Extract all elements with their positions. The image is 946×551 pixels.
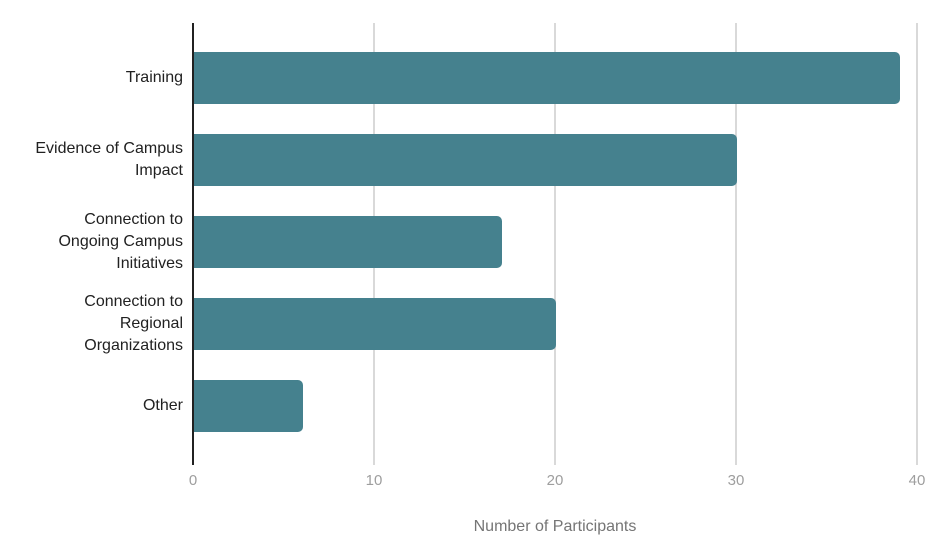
bar-5 [194,380,303,432]
x-tick-label: 30 [727,472,745,489]
bar-4 [194,298,556,350]
y-axis-line [192,23,194,465]
bar-row: Training [0,52,946,104]
x-tick-label: 0 [188,472,198,489]
gridline-30 [735,23,737,465]
x-tick-label: 40 [908,472,926,489]
bar-2 [194,134,737,186]
category-label: Training [125,69,183,86]
x-tick-label: 10 [365,472,383,489]
category-label: Connection to Ongoing Campus Initiatives [58,211,183,272]
bar-row: Connection to Ongoing Campus Initiatives [0,211,946,272]
x-axis-title: Number of Participants [473,518,637,535]
bar-3 [194,216,502,268]
bar-1 [194,52,900,104]
bar-row: Other [0,380,946,432]
x-tick-label: 20 [546,472,564,489]
category-label: Evidence of Campus Impact [35,140,183,179]
gridline-20 [554,23,556,465]
category-label: Connection to Regional Organizations [84,293,183,354]
gridline-40 [916,23,918,465]
bar-row: Evidence of Campus Impact [0,134,946,186]
category-label: Other [142,397,183,414]
bar-row: Connection to Regional Organizations [0,293,946,354]
